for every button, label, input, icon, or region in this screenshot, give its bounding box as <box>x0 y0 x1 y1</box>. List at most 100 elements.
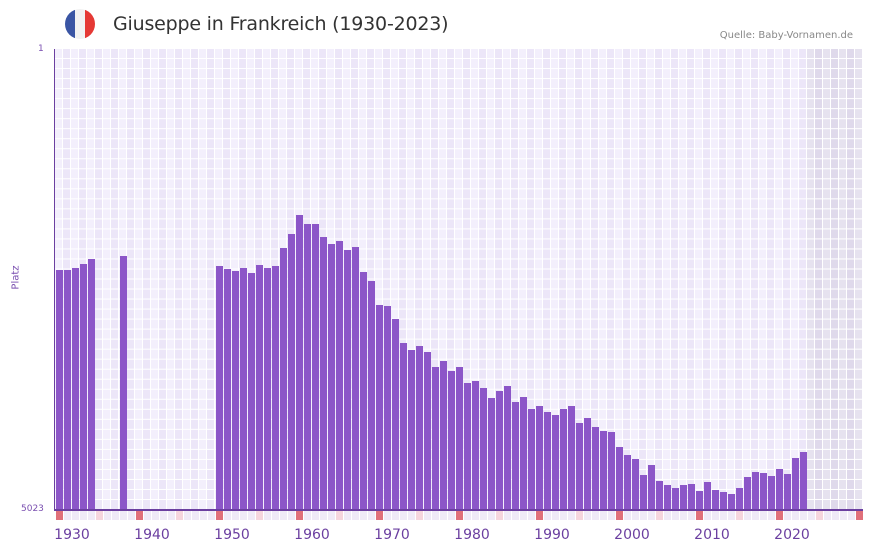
year-tick <box>560 511 567 520</box>
year-tick <box>512 511 519 520</box>
year-tick <box>488 511 495 520</box>
year-tick <box>392 511 399 520</box>
year-tick <box>464 511 471 520</box>
year-tick <box>536 511 543 520</box>
year-tick <box>696 511 703 520</box>
bar-2000 <box>616 447 623 510</box>
year-tick <box>208 511 215 520</box>
bar-1930 <box>56 270 63 510</box>
chart-title: Giuseppe in Frankreich (1930-2023) <box>113 13 449 35</box>
year-tick <box>192 511 199 520</box>
year-tick <box>144 511 151 520</box>
bar-1980 <box>456 367 463 510</box>
bar-1933 <box>80 263 87 510</box>
bar-2003 <box>640 474 647 510</box>
y-axis-title: Platz <box>10 265 22 290</box>
year-tick <box>272 511 279 520</box>
bar-1999 <box>608 431 615 510</box>
bar-1997 <box>592 427 599 510</box>
year-tick <box>680 511 687 520</box>
year-tick <box>160 511 167 520</box>
bar-1979 <box>448 371 455 510</box>
bar-2008 <box>680 484 687 510</box>
bar-2012 <box>712 490 719 510</box>
year-tick <box>544 511 551 520</box>
year-tick <box>344 511 351 520</box>
year-tick <box>320 511 327 520</box>
bar-2020 <box>776 469 783 510</box>
year-tick <box>704 511 711 520</box>
year-tick <box>848 511 855 520</box>
x-axis-label: 1960 <box>294 527 330 543</box>
year-tick <box>552 511 559 520</box>
year-tick <box>784 511 791 520</box>
year-tick <box>856 511 863 520</box>
year-tick <box>128 511 135 520</box>
bar-1998 <box>600 430 607 510</box>
year-tick <box>176 511 183 520</box>
year-tick <box>424 511 431 520</box>
bar-1938 <box>120 256 127 510</box>
bar-1932 <box>72 268 79 510</box>
year-tick <box>336 511 343 520</box>
year-tick <box>752 511 759 520</box>
year-tick <box>328 511 335 520</box>
year-tick <box>360 511 367 520</box>
year-tick <box>352 511 359 520</box>
bar-1983 <box>480 387 487 510</box>
year-tick <box>72 511 79 520</box>
flag-stripe-blue <box>65 9 75 39</box>
bar-1982 <box>472 381 479 510</box>
bar-1988 <box>520 396 527 510</box>
bar-series <box>55 49 863 510</box>
x-axis-label: 1990 <box>534 527 570 543</box>
bar-1977 <box>432 367 439 510</box>
bar-2022 <box>792 458 799 510</box>
year-tick <box>576 511 583 520</box>
bar-1975 <box>416 346 423 510</box>
bar-2011 <box>704 482 711 510</box>
year-tick <box>96 511 103 520</box>
bar-2014 <box>728 494 735 510</box>
year-tick <box>832 511 839 520</box>
year-tick <box>120 511 127 520</box>
year-tick <box>744 511 751 520</box>
year-tick <box>440 511 447 520</box>
bar-1963 <box>320 237 327 510</box>
bar-1974 <box>408 350 415 510</box>
bar-1992 <box>552 415 559 510</box>
flag-stripe-white <box>75 9 85 39</box>
year-tick <box>480 511 487 520</box>
x-axis-label: 2010 <box>694 527 730 543</box>
year-tick <box>296 511 303 520</box>
year-tick <box>672 511 679 520</box>
bar-1981 <box>464 383 471 510</box>
x-axis-label: 1930 <box>54 527 90 543</box>
bar-1995 <box>576 423 583 510</box>
year-tick <box>648 511 655 520</box>
year-tick <box>416 511 423 520</box>
year-tick <box>736 511 743 520</box>
bar-2017 <box>752 472 759 510</box>
bar-1986 <box>504 385 511 510</box>
year-tick <box>408 511 415 520</box>
bar-1989 <box>528 408 535 510</box>
bar-1978 <box>440 361 447 510</box>
year-tick <box>632 511 639 520</box>
bar-2018 <box>760 473 767 510</box>
year-tick <box>224 511 231 520</box>
year-tick <box>184 511 191 520</box>
year-tick <box>304 511 311 520</box>
x-axis-label: 2000 <box>614 527 650 543</box>
bar-1957 <box>272 266 279 510</box>
bar-2006 <box>664 484 671 510</box>
year-tick-strip <box>55 511 863 520</box>
year-tick <box>248 511 255 520</box>
bar-1931 <box>64 270 71 510</box>
year-tick <box>88 511 95 520</box>
year-tick <box>168 511 175 520</box>
year-tick <box>472 511 479 520</box>
x-axis-labels: 1930 1940 1950 1960 1970 1980 1990 2000 2010 2020 <box>0 527 873 547</box>
bar-1969 <box>368 281 375 510</box>
year-tick <box>808 511 815 520</box>
